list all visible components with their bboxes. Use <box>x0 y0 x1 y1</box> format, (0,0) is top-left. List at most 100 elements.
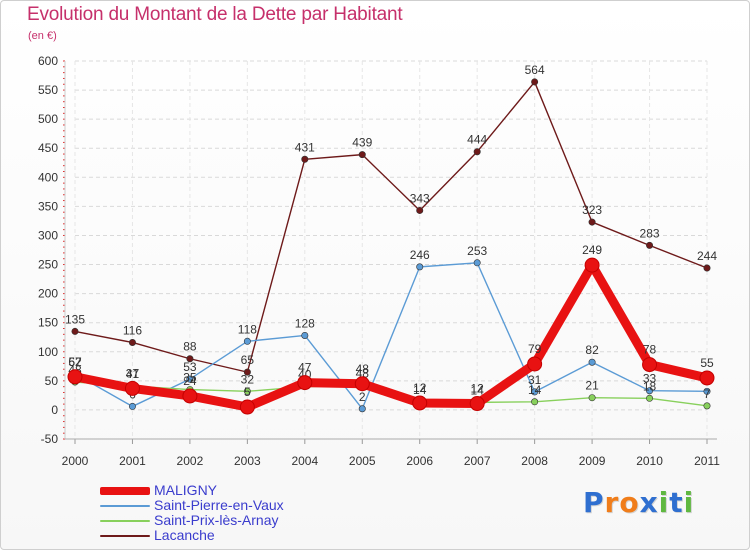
series-line-maligny <box>70 260 712 412</box>
legend-label-saint-prix: Saint-Prix-lès-Arnay <box>154 512 279 528</box>
data-point-saint-prix-l-s-arnay <box>646 394 654 402</box>
data-point-saint-prix-l-s-arnay <box>243 387 251 395</box>
series-line-lacanche <box>74 81 708 373</box>
data-point-maligny <box>182 388 198 404</box>
data-label-lacanche: 88 <box>183 340 197 354</box>
data-point-saint-pierre-en-vaux <box>186 375 194 383</box>
data-point-saint-pierre-en-vaux <box>703 387 711 395</box>
data-point-lacanche <box>703 264 711 272</box>
legend-swatch-saint-pierre <box>100 505 150 507</box>
logo-letter: P <box>583 486 605 519</box>
data-point-maligny <box>124 380 140 396</box>
data-point-saint-pierre-en-vaux <box>358 405 366 413</box>
x-tick-label: 2004 <box>291 454 318 468</box>
y-tick-label: 500 <box>38 112 58 126</box>
x-tick-label: 2011 <box>694 454 720 468</box>
y-tick-label: 250 <box>38 258 58 272</box>
logo-letter: i <box>683 486 695 519</box>
data-label-maligny: 24 <box>183 374 197 388</box>
data-label-maligny: 12 <box>413 381 427 395</box>
data-label-lacanche: 65 <box>241 353 255 367</box>
line-chart: -50 0 50 100 150 200 250 300 350 400 450 500 550 600 2… <box>38 54 720 468</box>
data-point-maligny <box>412 395 428 411</box>
y-tick-label: 400 <box>38 170 58 184</box>
data-label-saint-pierre-en-vaux: 253 <box>467 244 487 258</box>
x-tick-label: 2005 <box>349 454 376 468</box>
data-point-maligny <box>297 375 313 391</box>
data-point-lacanche <box>358 151 366 159</box>
data-point-maligny <box>584 257 600 273</box>
data-label-maligny: 79 <box>528 342 542 356</box>
data-point-saint-pierre-en-vaux <box>416 263 424 271</box>
data-label-maligny: 78 <box>643 343 657 357</box>
data-label-saint-pierre-en-vaux: 62 <box>68 355 82 369</box>
data-point-saint-pierre-en-vaux <box>243 337 251 345</box>
x-tick-label: 2000 <box>62 454 89 468</box>
data-label-saint-prix-l-s-arnay: 7 <box>704 387 711 401</box>
y-tick-label: -50 <box>41 432 59 446</box>
logo-letter: r <box>604 486 620 519</box>
data-label-saint-pierre-en-vaux: 82 <box>585 343 599 357</box>
x-tick-label: 2006 <box>406 454 433 468</box>
data-label-lacanche: 439 <box>352 136 372 150</box>
logo-letter: i <box>658 486 670 519</box>
data-label-lacanche: 283 <box>640 226 660 240</box>
data-label-saint-pierre-en-vaux: 246 <box>410 248 430 262</box>
series-line-saint-pierre-en-vaux <box>74 262 708 410</box>
data-point-lacanche <box>71 327 79 335</box>
data-label-saint-pierre-en-vaux: 53 <box>183 360 197 374</box>
data-label-maligny: 37 <box>126 366 140 380</box>
data-point-saint-pierre-en-vaux <box>646 387 654 395</box>
data-point-lacanche <box>646 241 654 249</box>
data-label-maligny: 249 <box>582 243 602 257</box>
data-label-saint-pierre-en-vaux: 31 <box>528 373 542 387</box>
data-point-saint-pierre-en-vaux <box>588 358 596 366</box>
data-label-saint-pierre-en-vaux: 2 <box>359 390 366 404</box>
y-tick-label: 350 <box>38 199 58 213</box>
data-point-saint-pierre-en-vaux <box>301 331 309 339</box>
logo-letter: o <box>619 486 640 519</box>
data-label-maligny: 12 <box>471 382 485 396</box>
x-tick-label: 2001 <box>119 454 146 468</box>
data-label-lacanche: 431 <box>295 140 315 154</box>
data-label-saint-prix-l-s-arnay: 14 <box>471 383 485 397</box>
data-label-saint-prix-l-s-arnay: 48 <box>356 366 370 380</box>
data-label-maligny: 47 <box>298 361 312 375</box>
data-point-maligny <box>239 399 255 415</box>
data-point-maligny <box>527 356 543 372</box>
data-label-saint-prix-l-s-arnay: 14 <box>413 383 427 397</box>
data-point-maligny <box>67 369 83 385</box>
data-point-lacanche <box>243 368 251 376</box>
data-point-lacanche <box>473 148 481 156</box>
data-label-lacanche: 323 <box>582 203 602 217</box>
data-point-lacanche <box>531 78 539 86</box>
x-tick-label: 2002 <box>177 454 204 468</box>
data-label-maligny: 48 <box>356 362 370 376</box>
data-label-lacanche: 564 <box>525 63 545 77</box>
data-point-saint-prix-l-s-arnay <box>703 402 711 410</box>
data-label-maligny: 57 <box>68 355 82 369</box>
data-label-saint-prix-l-s-arnay: 32 <box>241 372 255 386</box>
data-label-saint-prix-l-s-arnay: 35 <box>183 371 197 385</box>
legend-swatch-lacanche <box>100 535 150 537</box>
y-tick-label: 50 <box>45 374 59 388</box>
data-point-lacanche <box>301 155 309 163</box>
x-tick-label: 2007 <box>464 454 491 468</box>
data-point-maligny <box>469 396 485 412</box>
data-point-saint-pierre-en-vaux <box>128 402 136 410</box>
data-point-saint-pierre-en-vaux <box>531 388 539 396</box>
x-tick-label: 2009 <box>579 454 606 468</box>
data-label-lacanche: 116 <box>123 323 142 337</box>
data-label-maligny: 55 <box>700 356 714 370</box>
data-point-saint-prix-l-s-arnay <box>588 394 596 402</box>
x-tick-label: 2003 <box>234 454 261 468</box>
data-label-saint-pierre-en-vaux: 128 <box>295 316 315 330</box>
data-label-saint-pierre-en-vaux: 33 <box>643 372 657 386</box>
x-tick-label: 2008 <box>521 454 548 468</box>
y-tick-label: 200 <box>38 287 58 301</box>
chart-subtitle: (en €) <box>28 30 57 42</box>
y-tick-label: 550 <box>38 83 58 97</box>
data-point-saint-pierre-en-vaux <box>473 259 481 267</box>
data-label-lacanche: 444 <box>467 133 487 147</box>
